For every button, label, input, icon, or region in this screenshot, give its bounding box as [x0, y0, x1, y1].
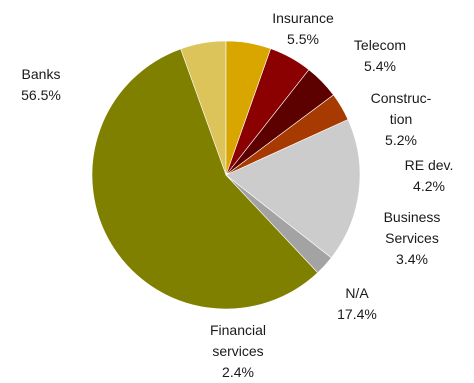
- label-banks-value: 56.5%: [21, 87, 61, 103]
- label-na-name: N/A: [345, 285, 369, 301]
- label-construction-line1: Construc-: [370, 90, 432, 106]
- label-insurance: Insurance 5.5%: [272, 8, 333, 50]
- label-telecom-name: Telecom: [353, 37, 407, 53]
- label-banks: Banks 56.5%: [21, 64, 61, 106]
- label-financial-services-value: 2.4%: [222, 364, 254, 380]
- label-na: N/A 17.4%: [337, 283, 377, 325]
- label-business-services-value: 3.4%: [396, 251, 428, 267]
- label-financial-services-line1: Financial: [209, 322, 267, 338]
- label-telecom-value: 5.4%: [364, 58, 396, 74]
- label-insurance-name: Insurance: [272, 10, 334, 26]
- label-financial-services-line2: services: [212, 343, 264, 359]
- label-construction-value: 5.2%: [385, 132, 417, 148]
- label-business-services-line1: Business: [383, 209, 441, 225]
- pie-slice-n-a: [225, 119, 361, 259]
- pie-slice-telecom: [225, 40, 271, 176]
- label-insurance-value: 5.5%: [287, 31, 319, 47]
- label-re-dev-value: 4.2%: [413, 178, 445, 194]
- pie-slice-banks: [91, 48, 319, 310]
- label-business-services-line2: Services: [385, 230, 439, 246]
- label-construction: Construc- tion 5.2%: [371, 88, 432, 151]
- label-na-value: 17.4%: [337, 306, 377, 322]
- label-business-services: Business Services 3.4%: [384, 207, 441, 270]
- label-banks-name: Banks: [21, 66, 61, 82]
- label-telecom: Telecom 5.4%: [354, 35, 406, 77]
- label-re-dev: RE dev. 4.2%: [405, 155, 454, 197]
- label-construction-line2: tion: [389, 111, 413, 127]
- label-financial-services: Financial services 2.4%: [210, 320, 266, 383]
- label-re-dev-name: RE dev.: [404, 157, 454, 173]
